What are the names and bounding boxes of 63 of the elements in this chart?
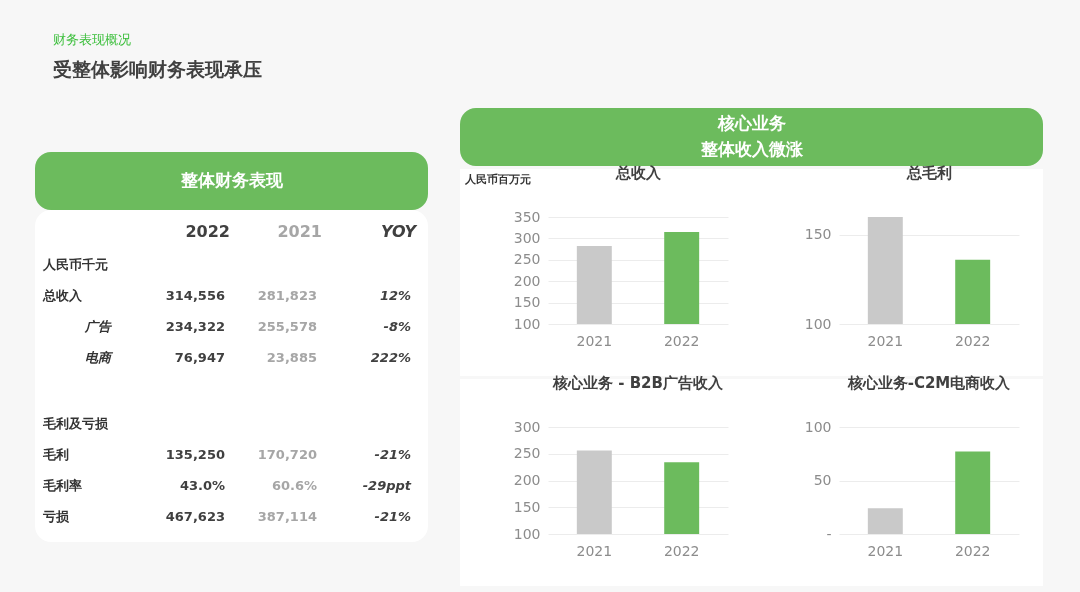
y-tick-label: 100 (804, 315, 832, 332)
y-tick-label: 100 (804, 418, 832, 435)
text: 255,578 (257, 319, 317, 334)
x-tick-label: 2021 (576, 542, 613, 559)
x-tick-label: 2021 (867, 542, 904, 559)
text: -21% (374, 509, 411, 524)
y-tick-label: 200 (513, 272, 541, 289)
x-tick-label: 2021 (576, 332, 613, 349)
x-tick-label: 2022 (954, 542, 991, 559)
text: 核心业务 (716, 113, 786, 133)
text: 314,556 (165, 288, 225, 303)
y-tick-label: 50 (813, 472, 832, 488)
text: 170,720 (257, 447, 317, 462)
category-label: 广告 (85, 319, 111, 334)
y-tick-label: 300 (513, 229, 541, 246)
category-label: 电商 (85, 350, 111, 365)
y-axis-title: 人民币百万元 (463, 172, 531, 186)
x-tick-label: 2022 (663, 542, 700, 559)
y-tick-label: 100 (513, 525, 541, 542)
text: 23,885 (266, 350, 317, 365)
text: 整体收入微涨 (699, 139, 804, 159)
text: 60.6% (271, 478, 317, 493)
text: 财务表现概况 (53, 32, 131, 47)
y-tick-label: - (826, 525, 832, 542)
category-label: 毛利及亏损 (43, 416, 108, 431)
y-tick-label: 150 (804, 226, 832, 243)
text: -8% (383, 319, 411, 334)
text: 76,947 (174, 350, 225, 365)
text: -21% (374, 447, 411, 462)
text: 135,250 (165, 447, 225, 462)
y-tick-label: 100 (513, 315, 541, 332)
y-tick-label: 300 (513, 418, 541, 435)
category-label: 人民币千元 (43, 257, 108, 272)
category-label: 亏损 (43, 509, 69, 524)
text: 受整体影响财务表现承压 (53, 58, 262, 80)
text: 387,114 (257, 509, 317, 524)
chart-title: 总收入 (614, 164, 662, 182)
text: 234,322 (165, 319, 225, 334)
y-tick-label: 150 (513, 294, 541, 311)
text: 整体财务表现 (179, 170, 284, 190)
text: 281,823 (257, 288, 317, 303)
y-tick-label: 150 (513, 498, 541, 515)
text: -29ppt (362, 478, 411, 493)
x-tick-label: 2022 (663, 332, 700, 349)
text: 12% (379, 288, 411, 303)
y-tick-label: 200 (513, 472, 541, 488)
y-tick-label: 250 (513, 445, 541, 462)
category-label: YOY (380, 222, 418, 241)
text: 467,623 (165, 509, 225, 524)
chart-title: 核心业务 - B2B广告收入 (552, 374, 724, 392)
category-label: 毛利率 (43, 478, 82, 493)
category-label: 2022 (185, 222, 230, 241)
y-tick-label: 350 (513, 208, 541, 225)
chart-title: 核心业务-C2M电商收入 (846, 374, 1012, 392)
y-tick-label: 250 (513, 251, 541, 268)
text: 43.0% (179, 478, 225, 493)
chart-title: 总毛利 (905, 164, 952, 182)
category-label: 2021 (277, 222, 322, 241)
x-tick-label: 2022 (954, 332, 991, 349)
category-label: 毛利 (43, 447, 69, 462)
x-tick-label: 2021 (867, 332, 904, 349)
text: 222% (370, 350, 411, 365)
category-label: 总收入 (43, 288, 82, 303)
